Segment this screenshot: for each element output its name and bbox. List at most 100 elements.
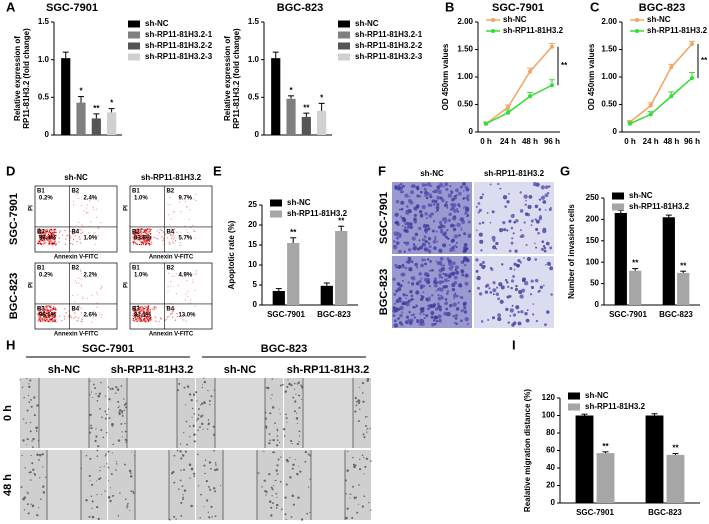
cell	[179, 450, 182, 453]
cell	[477, 211, 480, 214]
event-dot	[151, 308, 154, 310]
cell	[400, 183, 403, 186]
cell	[433, 277, 437, 281]
event-dot	[190, 299, 192, 301]
row-title: BGC-823	[8, 273, 20, 319]
cell	[437, 189, 442, 195]
cell	[401, 263, 405, 267]
event-dot	[78, 197, 80, 199]
cell	[523, 221, 526, 224]
event-dot	[41, 319, 44, 321]
cell	[511, 237, 514, 240]
y-tick-label: 0.50	[601, 100, 617, 109]
cell	[419, 245, 424, 250]
cell	[264, 411, 267, 414]
cell	[91, 396, 93, 399]
event-dot	[61, 234, 64, 236]
cell	[549, 246, 553, 250]
cell	[492, 245, 497, 250]
cell	[525, 199, 527, 202]
event-dot	[155, 307, 157, 309]
cell	[437, 225, 442, 229]
cell	[540, 247, 544, 251]
cell	[99, 469, 101, 472]
cell	[393, 245, 398, 250]
cell	[32, 446, 34, 449]
event-dot	[144, 319, 146, 322]
legend-label: sh-NC	[503, 15, 527, 24]
cell	[452, 227, 457, 232]
cell	[288, 382, 291, 386]
cell	[397, 224, 400, 226]
significance-label: **	[303, 103, 310, 112]
event-dot	[154, 306, 156, 308]
cell	[446, 229, 449, 232]
cell	[438, 268, 443, 273]
cell	[370, 509, 372, 511]
event-dot	[88, 200, 91, 202]
cell	[403, 241, 406, 244]
event-dot	[150, 237, 152, 240]
cell	[104, 395, 107, 397]
cell	[125, 441, 127, 443]
event-dot	[160, 229, 163, 232]
event-dot	[69, 230, 72, 233]
cell	[398, 208, 401, 211]
event-dot	[144, 234, 147, 237]
cell	[510, 279, 515, 283]
quadrant-value: 2.4%	[83, 196, 97, 202]
cell	[454, 244, 457, 247]
event-dot	[74, 235, 76, 237]
cell	[120, 410, 124, 413]
event-dot	[147, 317, 149, 320]
cell	[405, 229, 409, 234]
event-dot	[195, 269, 198, 272]
cell	[464, 211, 468, 216]
cell	[285, 518, 287, 521]
cell	[456, 210, 460, 213]
event-dot	[54, 236, 56, 239]
event-dot	[82, 296, 84, 298]
event-dot	[174, 319, 177, 321]
cell	[188, 463, 192, 467]
event-dot	[73, 306, 75, 308]
event-dot	[78, 221, 80, 223]
event-dot	[51, 313, 54, 316]
cell	[109, 487, 112, 489]
cell	[273, 451, 276, 454]
event-dot	[133, 314, 135, 316]
cell	[480, 320, 484, 323]
event-dot	[93, 310, 95, 312]
cell	[531, 313, 535, 316]
event-dot	[53, 319, 55, 321]
event-dot	[44, 317, 46, 319]
cell	[431, 199, 436, 204]
quadrant-name: B3	[37, 306, 45, 312]
event-dot	[78, 282, 80, 284]
cell	[512, 274, 515, 278]
cell	[39, 477, 41, 479]
cell	[292, 396, 295, 399]
cell	[451, 287, 456, 292]
event-dot	[177, 316, 179, 318]
event-dot	[186, 229, 188, 231]
cell	[300, 398, 302, 401]
cell	[275, 469, 278, 472]
cell	[123, 463, 126, 466]
event-dot	[157, 238, 159, 240]
cell	[97, 445, 100, 448]
cell	[429, 269, 431, 272]
cell	[37, 439, 40, 442]
cell	[179, 479, 182, 482]
event-dot	[183, 315, 185, 317]
event-dot	[140, 243, 143, 246]
event-dot	[53, 233, 55, 236]
event-dot	[73, 317, 75, 319]
cell	[497, 313, 502, 318]
event-dot	[52, 315, 54, 318]
cell	[438, 318, 442, 323]
event-dot	[162, 238, 165, 240]
event-dot	[41, 307, 43, 309]
event-dot	[145, 320, 147, 323]
cell	[279, 384, 282, 387]
